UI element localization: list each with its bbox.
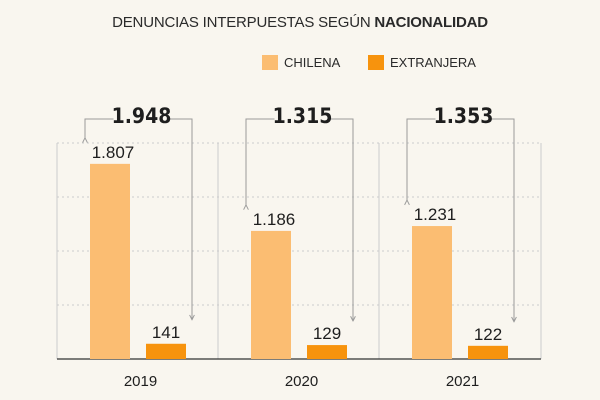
x-tick-label-2021: 2021 (446, 373, 479, 390)
chart-title: DENUNCIAS INTERPUESTAS SEGÚN NACIONALIDA… (0, 14, 600, 31)
bar-chilena-2021 (412, 226, 452, 359)
bar-chilena-2020 (251, 230, 291, 359)
bar-extranjera-2020 (307, 345, 347, 359)
bar-extranjera-2019 (146, 343, 186, 359)
legend-label-chilena: CHILENA (284, 55, 341, 70)
value-label-extranjera-2021: 122 (474, 325, 502, 344)
bar-chilena-2019 (90, 163, 130, 359)
legend-item-chilena: CHILENA (262, 55, 340, 70)
legend-swatch-chilena (262, 55, 278, 70)
x-tick-label-2020: 2020 (285, 373, 318, 390)
total-label-2021: 1.353 (434, 104, 494, 128)
chart-title-emphasis: NACIONALIDAD (374, 14, 488, 31)
x-tick-label-2019: 2019 (124, 373, 157, 390)
bar-extranjera-2021 (468, 345, 508, 359)
chart-title-prefix: DENUNCIAS INTERPUESTAS SEGÚN (112, 14, 375, 31)
legend-label-extranjera: EXTRANJERA (390, 55, 476, 70)
legend-swatch-extranjera (368, 55, 384, 70)
value-label-extranjera-2019: 141 (152, 323, 180, 342)
total-label-2020: 1.315 (273, 104, 333, 128)
value-label-chilena-2021: 1.231 (414, 205, 457, 224)
total-label-2019: 1.948 (112, 104, 172, 128)
value-label-chilena-2019: 1.807 (92, 143, 135, 162)
legend-item-extranjera: EXTRANJERA (368, 55, 476, 70)
total-label-bg-2019 (113, 101, 170, 129)
total-label-bg-2021 (435, 101, 492, 129)
value-label-extranjera-2020: 129 (313, 324, 341, 343)
value-label-chilena-2020: 1.186 (253, 210, 296, 229)
total-label-bg-2020 (274, 101, 331, 129)
